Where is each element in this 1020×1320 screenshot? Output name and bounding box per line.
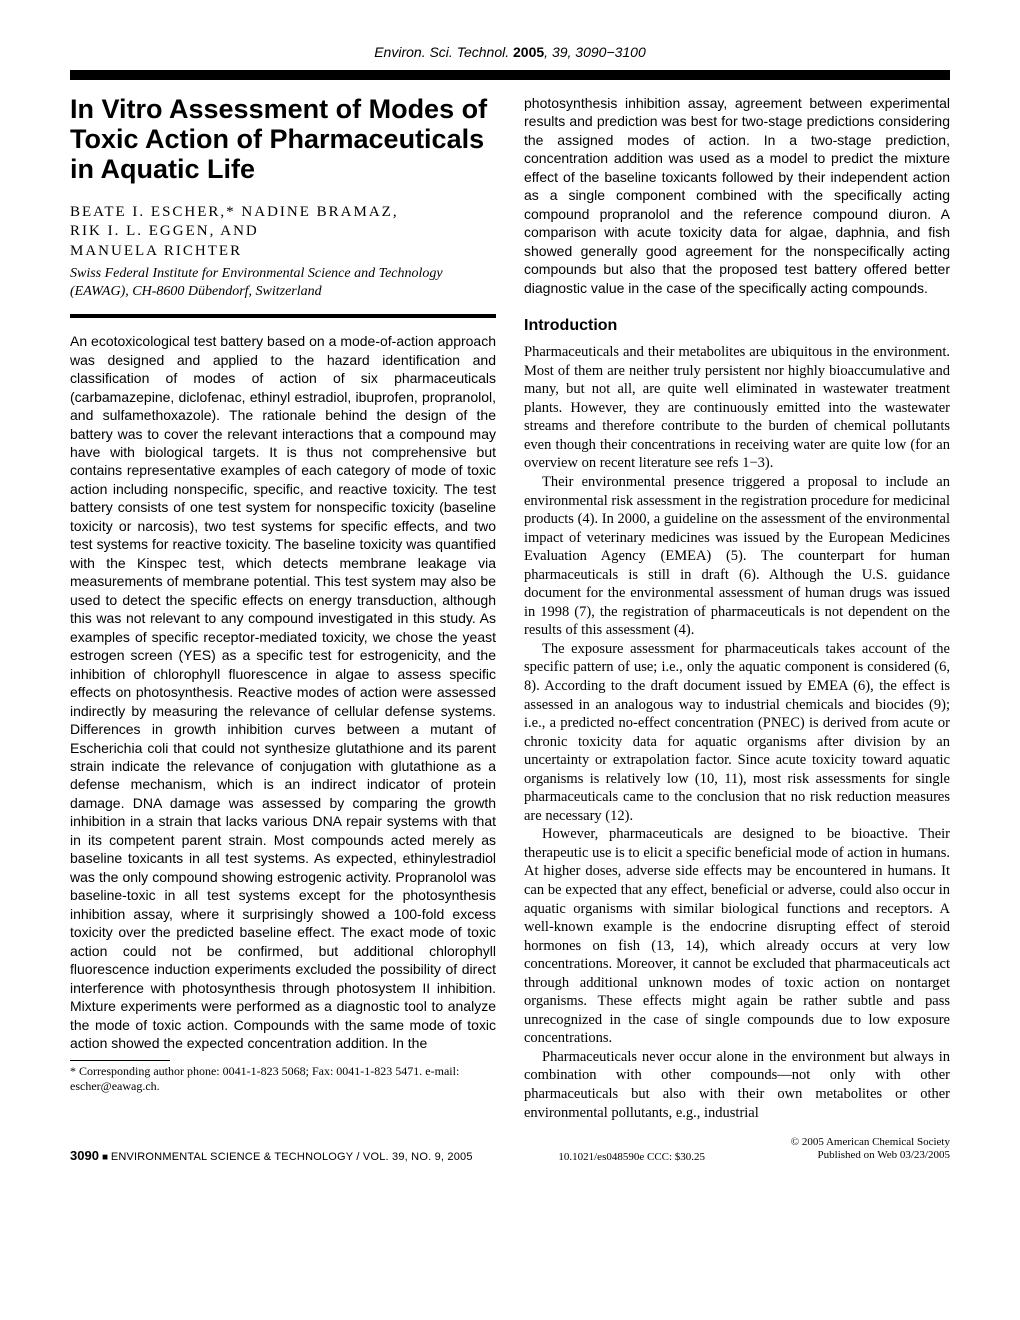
footnote-rule xyxy=(70,1060,170,1061)
intro-paragraph-2: Their environmental presence triggered a… xyxy=(524,473,950,640)
abstract-rule xyxy=(70,314,496,318)
page-number: 3090 xyxy=(70,1148,99,1163)
published-on-web: Published on Web 03/23/2005 xyxy=(791,1149,950,1162)
article-title: In Vitro Assessment of Modes of Toxic Ac… xyxy=(70,94,496,185)
section-heading-introduction: Introduction xyxy=(524,317,950,335)
footer-journal-ref: ENVIRONMENTAL SCIENCE & TECHNOLOGY / VOL… xyxy=(111,1151,473,1163)
intro-paragraph-4: However, pharmaceuticals are designed to… xyxy=(524,825,950,1048)
footer-right: © 2005 American Chemical Society Publish… xyxy=(791,1136,950,1162)
abstract-col1: An ecotoxicological test battery based o… xyxy=(70,332,496,1052)
pub-year: 2005 xyxy=(513,44,544,60)
corresponding-author-footnote: * Corresponding author phone: 0041-1-823… xyxy=(70,1064,496,1094)
journal-abbrev: Environ. Sci. Technol. xyxy=(374,44,509,60)
abstract-col2: photosynthesis inhibition assay, agreeme… xyxy=(524,94,950,297)
right-column: photosynthesis inhibition assay, agreeme… xyxy=(524,94,950,1122)
page-footer: 3090 ■ ENVIRONMENTAL SCIENCE & TECHNOLOG… xyxy=(70,1136,950,1162)
authors-block: BEATE I. ESCHER,* NADINE BRAMAZ, RIK I. … xyxy=(70,203,496,262)
authors-line-3: MANUELA RICHTER xyxy=(70,242,496,262)
footer-center: 10.1021/es048590e CCC: $30.25 xyxy=(558,1151,705,1163)
intro-paragraph-1: Pharmaceuticals and their metabolites ar… xyxy=(524,343,950,473)
authors-line-2: RIK I. L. EGGEN, AND xyxy=(70,222,496,242)
masthead-rule xyxy=(70,70,950,80)
footer-left: 3090 ■ ENVIRONMENTAL SCIENCE & TECHNOLOG… xyxy=(70,1148,473,1163)
intro-paragraph-3: The exposure assessment for pharmaceutic… xyxy=(524,640,950,825)
authors-line-1: BEATE I. ESCHER,* NADINE BRAMAZ, xyxy=(70,203,496,223)
doi-ccc: 10.1021/es048590e CCC: $30.25 xyxy=(558,1151,705,1163)
introduction-body: Pharmaceuticals and their metabolites ar… xyxy=(524,343,950,1122)
vol-pages: 39, 3090−3100 xyxy=(552,44,646,60)
left-column: In Vitro Assessment of Modes of Toxic Ac… xyxy=(70,94,496,1122)
intro-paragraph-5: Pharmaceuticals never occur alone in the… xyxy=(524,1048,950,1122)
copyright-line: © 2005 American Chemical Society xyxy=(791,1136,950,1149)
running-head: Environ. Sci. Technol. 2005, 39, 3090−31… xyxy=(70,44,950,60)
affiliation: Swiss Federal Institute for Environmenta… xyxy=(70,265,496,300)
